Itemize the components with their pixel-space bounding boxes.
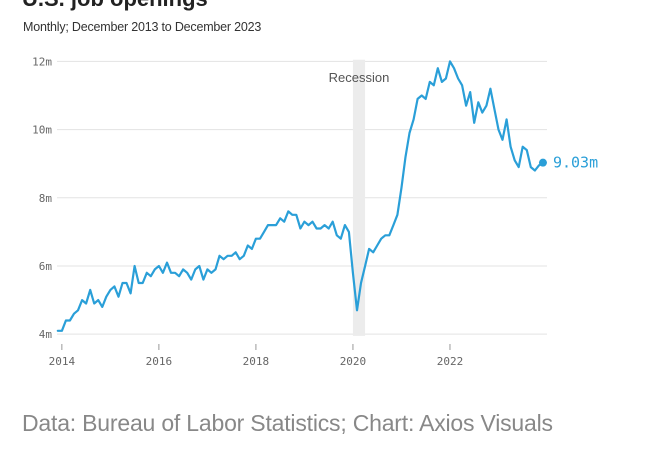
y-tick-label: 6m bbox=[39, 260, 53, 273]
end-point bbox=[538, 158, 547, 167]
x-tick-label: 2016 bbox=[146, 355, 173, 368]
grid-lines bbox=[57, 60, 547, 335]
end-value-label: 9.03m bbox=[553, 154, 598, 172]
chart-subtitle: Monthly; December 2013 to December 2023 bbox=[23, 20, 262, 34]
recession-label: Recession bbox=[329, 70, 390, 85]
series-line bbox=[56, 60, 545, 332]
chart-title: U.S. job openings bbox=[22, 0, 208, 12]
source-note: Data: Bureau of Labor Statistics; Chart:… bbox=[22, 410, 553, 436]
y-axis-ticks: 4m 6m 8m 10m 12m bbox=[32, 55, 52, 341]
x-tick-label: 2018 bbox=[243, 355, 270, 368]
recession-band: Recession bbox=[329, 59, 390, 336]
y-tick-label: 4m bbox=[39, 328, 53, 341]
y-tick-label: 10m bbox=[32, 124, 52, 137]
y-tick-label: 8m bbox=[39, 192, 53, 205]
x-tick-label: 2022 bbox=[437, 355, 464, 368]
series-group bbox=[56, 60, 545, 332]
x-tick-label: 2014 bbox=[49, 355, 76, 368]
y-tick-label: 12m bbox=[32, 55, 52, 68]
recession-shade bbox=[352, 59, 366, 336]
end-marker: 9.03m bbox=[538, 154, 598, 172]
x-tick-label: 2020 bbox=[340, 355, 367, 368]
x-axis-ticks: 2014 2016 2018 2020 2022 bbox=[49, 344, 464, 368]
